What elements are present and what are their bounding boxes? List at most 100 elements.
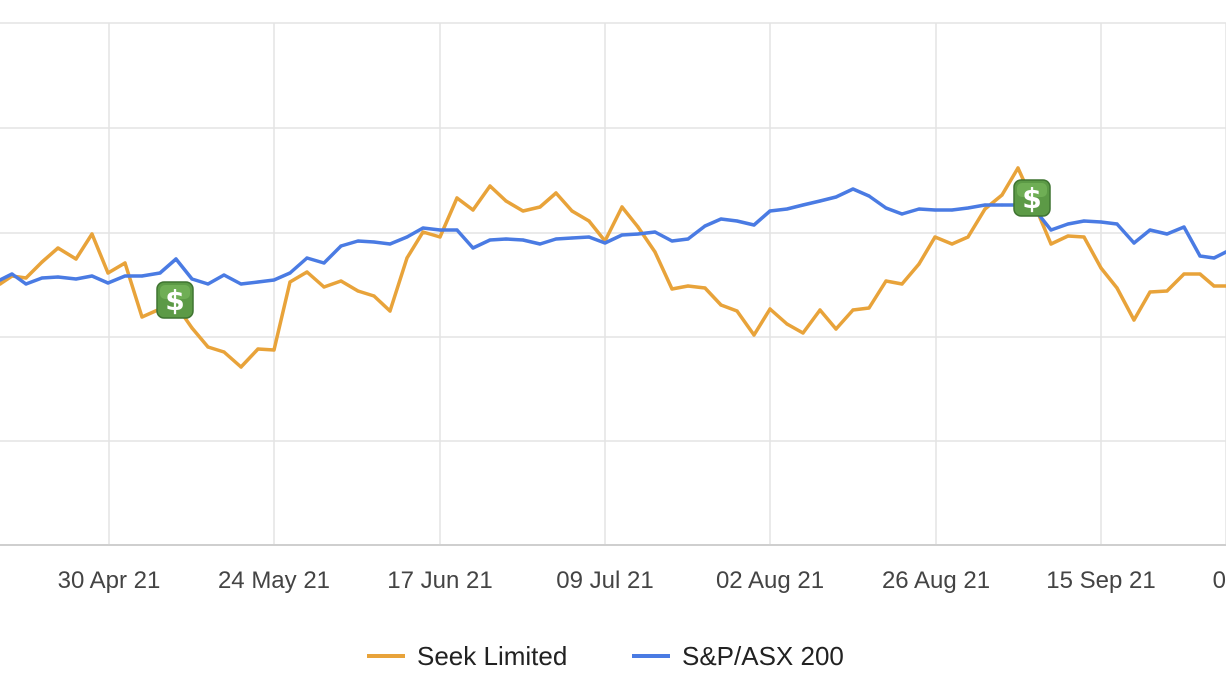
data-point — [521, 209, 525, 213]
data-point — [40, 276, 44, 280]
data-point — [1099, 266, 1103, 270]
data-point — [785, 207, 789, 211]
data-point — [488, 184, 492, 188]
data-point — [0, 282, 2, 286]
data-point — [834, 327, 838, 331]
data-point — [867, 194, 871, 198]
data-point — [388, 309, 392, 313]
data-point — [56, 246, 60, 250]
data-point — [1049, 228, 1053, 232]
data-point — [933, 208, 937, 212]
data-point — [703, 286, 707, 290]
data-point — [801, 203, 805, 207]
legend-label: S&P/ASX 200 — [682, 641, 844, 671]
data-point — [0, 278, 2, 282]
x-tick-label: 02 Aug 21 — [716, 567, 824, 594]
data-point — [670, 287, 674, 291]
data-point — [256, 347, 260, 351]
data-point — [752, 333, 756, 337]
x-axis: 30 Apr 21 24 May 21 17 Jun 21 09 Jul 21 02 A… — [0, 544, 1226, 594]
data-point — [1000, 193, 1004, 197]
data-point — [455, 196, 459, 200]
data-point — [488, 238, 492, 242]
data-point — [106, 281, 110, 285]
data-point — [405, 235, 409, 239]
dollar-badge-icon[interactable]: $ — [156, 281, 194, 319]
data-point — [966, 235, 970, 239]
legend-item[interactable]: Seek Limited — [367, 641, 567, 671]
data-point — [471, 246, 475, 250]
data-point — [900, 282, 904, 286]
data-point — [983, 203, 987, 207]
data-point — [834, 195, 838, 199]
data-point — [950, 208, 954, 212]
data-point — [140, 274, 144, 278]
data-point — [818, 308, 822, 312]
data-point — [636, 225, 640, 229]
data-point — [1000, 203, 1004, 207]
data-point — [372, 240, 376, 244]
data-point — [933, 235, 937, 239]
x-tick-label: 30 Apr 21 — [58, 567, 161, 594]
data-point — [56, 275, 60, 279]
x-tick-label: 09 Jul 21 — [556, 567, 653, 594]
data-point — [570, 236, 574, 240]
data-point — [620, 233, 624, 237]
data-point — [123, 274, 127, 278]
data-point — [686, 237, 690, 241]
data-point — [1066, 222, 1070, 226]
data-point — [1132, 318, 1136, 322]
data-point — [768, 209, 772, 213]
data-point — [1165, 232, 1169, 236]
data-point — [190, 277, 194, 281]
data-point — [884, 279, 888, 283]
legend-item[interactable]: S&P/ASX 200 — [632, 641, 844, 671]
data-point — [1198, 254, 1202, 258]
data-point — [455, 228, 459, 232]
data-point — [140, 315, 144, 319]
data-point — [256, 280, 260, 284]
data-point — [471, 208, 475, 212]
data-point — [851, 308, 855, 312]
x-tick-label: 17 Jun 21 — [387, 567, 492, 594]
data-point — [421, 230, 425, 234]
data-point — [636, 232, 640, 236]
data-point — [917, 262, 921, 266]
legend[interactable]: Seek Limited S&P/ASX 200 — [367, 641, 844, 671]
data-point — [570, 209, 574, 213]
data-point — [438, 235, 442, 239]
data-point — [1212, 256, 1216, 260]
data-point — [818, 199, 822, 203]
data-point — [670, 239, 674, 243]
data-point — [521, 238, 525, 242]
data-point — [106, 271, 110, 275]
x-tick-label: 24 May 21 — [218, 567, 330, 594]
data-point — [1082, 235, 1086, 239]
data-point — [1212, 284, 1216, 288]
data-point — [983, 207, 987, 211]
x-tick-label: 08 — [1213, 567, 1226, 594]
data-point — [504, 199, 508, 203]
data-point — [504, 237, 508, 241]
data-point — [785, 322, 789, 326]
data-point — [735, 309, 739, 313]
data-point — [768, 307, 772, 311]
data-point — [10, 272, 14, 276]
data-point — [719, 217, 723, 221]
data-point — [74, 277, 78, 281]
data-point — [653, 230, 657, 234]
data-point — [900, 212, 904, 216]
data-point — [1082, 219, 1086, 223]
dollar-badge-icon[interactable]: $ — [1013, 179, 1051, 217]
data-point — [372, 294, 376, 298]
data-point — [686, 284, 690, 288]
data-point — [1115, 286, 1119, 290]
data-point — [356, 239, 360, 243]
data-point — [1182, 225, 1186, 229]
data-point — [735, 219, 739, 223]
data-point — [174, 257, 178, 261]
data-point — [239, 282, 243, 286]
data-point — [158, 271, 162, 275]
